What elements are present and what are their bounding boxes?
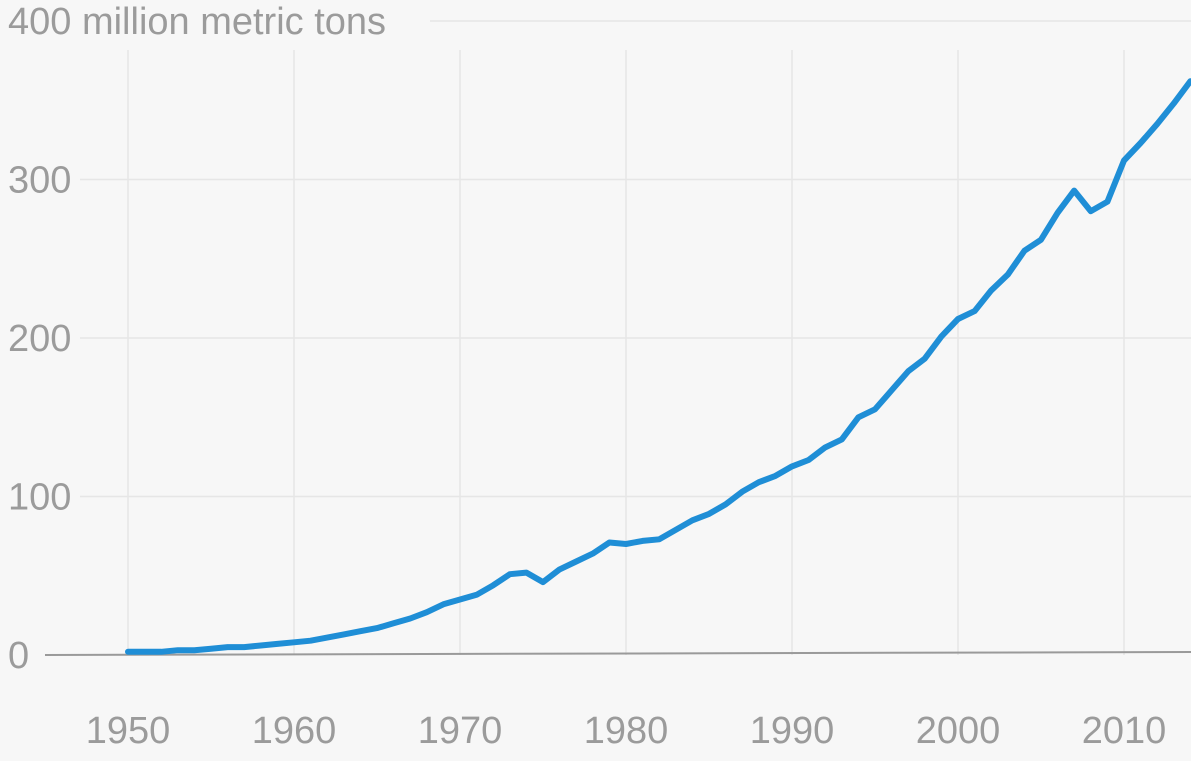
vertical-gridlines: [127, 50, 1125, 655]
series-line-0: [125, 78, 1191, 655]
y-tick-label-300: 300: [8, 160, 71, 202]
y-axis-tick-labels: 0 100 200 300 400 million metric tons: [8, 1, 386, 677]
y-tick-label-100: 100: [8, 477, 71, 519]
x-tick-label-2000: 2000: [916, 710, 1001, 752]
y-tick-label-400: 400 million metric tons: [8, 1, 386, 43]
series-group: [125, 78, 1191, 655]
horizontal-gridlines: [80, 20, 1191, 498]
x-tick-label-1990: 1990: [750, 710, 835, 752]
x-axis-tick-labels: 1950 1960 1970 1980 1990 2000 2010: [86, 710, 1167, 752]
x-tick-label-1970: 1970: [418, 710, 503, 752]
y-tick-label-0: 0: [8, 635, 29, 677]
x-tick-label-2010: 2010: [1082, 710, 1167, 752]
x-axis-baseline: [44, 651, 1191, 656]
x-tick-label-1960: 1960: [252, 710, 337, 752]
y-tick-label-200: 200: [8, 318, 71, 360]
x-tick-label-1950: 1950: [86, 710, 171, 752]
x-tick-label-1980: 1980: [584, 710, 669, 752]
